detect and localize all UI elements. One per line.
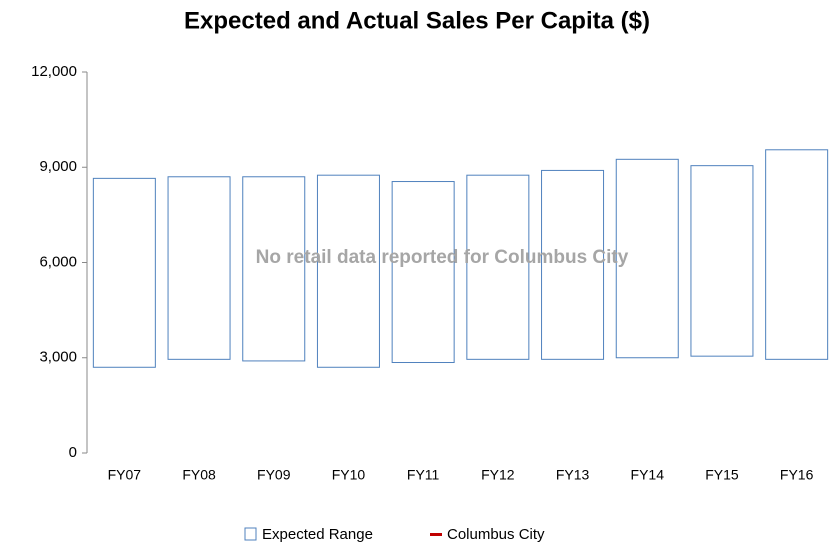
x-tick-label: FY07 [108,467,142,483]
range-bar [92,177,156,368]
x-tick-label: FY10 [332,467,366,483]
y-tick-label: 12,000 [31,63,77,80]
y-tick-label: 0 [69,444,77,461]
legend-swatch [430,533,442,536]
legend-label: Columbus City [447,526,545,543]
x-tick-label: FY08 [182,467,216,483]
x-tick-label: FY16 [780,467,814,483]
legend-swatch [244,527,257,541]
range-bar [242,176,306,362]
range-bar [391,181,455,364]
range-bar [615,158,679,359]
range-bar [541,169,605,360]
annotation: No retail data reported for Columbus Cit… [256,247,629,268]
x-tick-label: FY12 [481,467,515,483]
chart-title: Expected and Actual Sales Per Capita ($) [184,7,650,34]
range-bar [167,176,231,360]
x-tick-label: FY11 [407,467,440,483]
y-tick-label: 3,000 [39,349,77,366]
x-tick-label: FY15 [705,467,739,483]
x-tick-label: FY14 [631,467,665,483]
range-bar [690,165,754,357]
range-bar [316,174,380,368]
x-tick-label: FY13 [556,467,590,483]
y-tick-label: 6,000 [39,253,77,270]
x-tick-label: FY09 [257,467,291,483]
range-bar [466,174,530,360]
range-bar [765,149,829,360]
y-tick-label: 9,000 [39,158,77,175]
legend-label: Expected Range [262,526,373,543]
